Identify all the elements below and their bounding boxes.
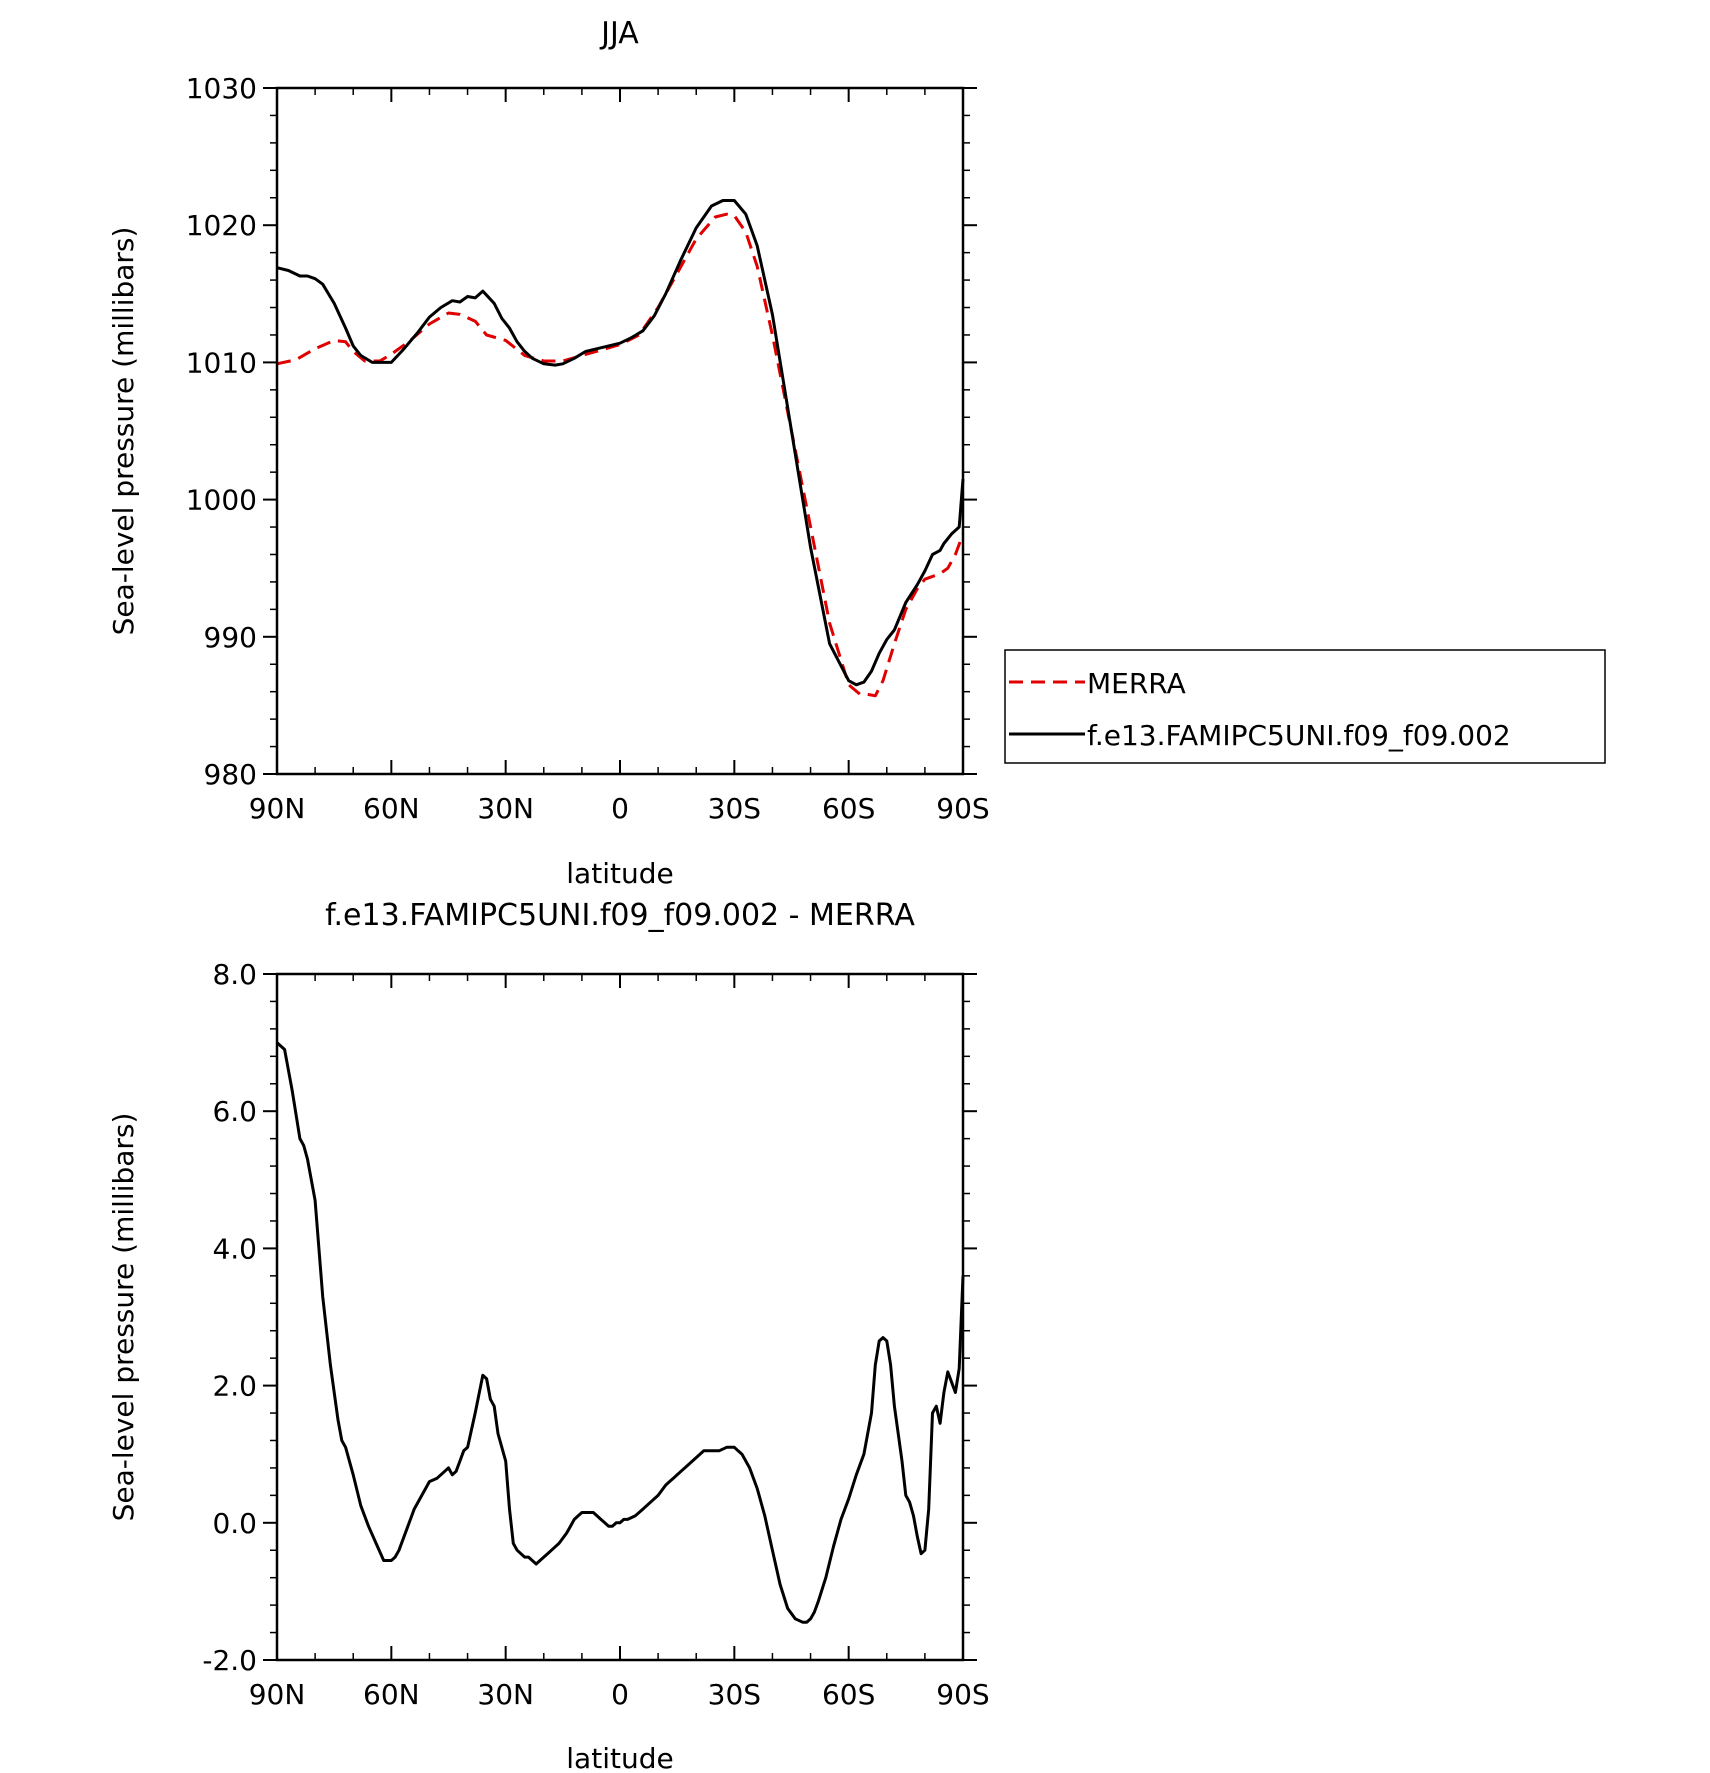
top-axis-ticks: 90N 60N 30N 0 30S 60S 90S 980 990 1000 1010 1020 103… — [186, 72, 990, 825]
x-tick-label: 30N — [477, 1678, 534, 1711]
y-tick-label: 1030 — [186, 72, 257, 105]
x-tick-label: 0 — [611, 792, 629, 825]
y-tick-label: -2.0 — [202, 1644, 257, 1677]
x-tick-label: 30S — [708, 792, 761, 825]
legend-merra-label: MERRA — [1087, 667, 1186, 700]
x-tick-label: 30N — [477, 792, 534, 825]
top-x-axis-label: latitude — [566, 857, 673, 890]
x-tick-label: 90N — [249, 1678, 306, 1711]
x-tick-label: 90N — [249, 792, 306, 825]
x-tick-label: 0 — [611, 1678, 629, 1711]
y-tick-label: 1000 — [186, 484, 257, 517]
top-plot-title: JJA — [599, 16, 639, 51]
y-tick-label: 2.0 — [212, 1370, 257, 1403]
x-tick-label: 60N — [363, 792, 420, 825]
x-tick-label: 90S — [936, 792, 989, 825]
legend: MERRA f.e13.FAMIPC5UNI.f09_f09.002 — [1004, 649, 1606, 764]
y-tick-label: 990 — [204, 621, 257, 654]
x-tick-label: 30S — [708, 1678, 761, 1711]
series-line-panel1-0 — [275, 1041, 965, 1624]
top-panel: JJA 90N 60N 30N 0 30S 60S 90S 980 990 1000 1010 102… — [107, 16, 990, 890]
series-line-merra — [276, 212, 965, 698]
y-tick-label: 980 — [204, 758, 257, 791]
legend-model-label: f.e13.FAMIPC5UNI.f09_f09.002 — [1087, 719, 1511, 752]
y-tick-label: 4.0 — [212, 1232, 257, 1265]
bottom-panel: f.e13.FAMIPC5UNI.f09_f09.002 - MERRA 90N… — [107, 898, 990, 1773]
x-tick-label: 60N — [363, 1678, 420, 1711]
bottom-plot-series — [275, 1041, 965, 1624]
x-tick-label: 90S — [936, 1678, 989, 1711]
y-tick-label: 1020 — [186, 209, 257, 242]
bottom-plot-title: f.e13.FAMIPC5UNI.f09_f09.002 - MERRA — [325, 898, 915, 933]
top-plot-frame — [275, 86, 965, 776]
x-tick-label: 60S — [822, 1678, 875, 1711]
legend-box — [1004, 649, 1606, 764]
top-plot-series — [276, 199, 965, 698]
bottom-plot-frame — [275, 972, 965, 1662]
bottom-x-axis-label: latitude — [566, 1742, 673, 1773]
y-tick-label: 6.0 — [212, 1095, 257, 1128]
y-tick-label: 8.0 — [212, 958, 257, 991]
y-tick-label: 1010 — [186, 346, 257, 379]
x-tick-label: 60S — [822, 792, 875, 825]
y-tick-label: 0.0 — [212, 1507, 257, 1540]
bottom-y-axis-label: Sea-level pressure (millibars) — [107, 1113, 140, 1522]
bottom-axis-ticks: 90N 60N 30N 0 30S 60S 90S -2.0 0.0 2.0 4.0 6.0 8.0 — [202, 958, 989, 1711]
top-y-axis-label: Sea-level pressure (millibars) — [107, 227, 140, 636]
series-line-f-e13-famipc5uni-f09-f09-002 — [276, 199, 965, 687]
